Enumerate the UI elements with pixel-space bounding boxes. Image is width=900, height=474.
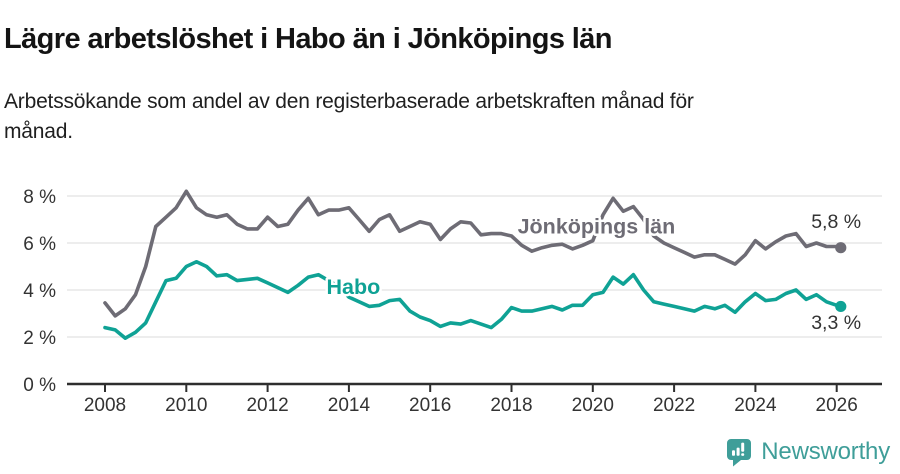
series-end-value-label: 3,3 % <box>811 312 861 334</box>
y-tick-label: 6 % <box>23 234 56 255</box>
x-tick-label: 2024 <box>734 395 777 416</box>
y-tick-label: 0 % <box>23 375 56 396</box>
x-tick-label: 2026 <box>816 395 858 416</box>
x-tick-label: 2008 <box>84 395 126 416</box>
series-line-habo <box>103 259 843 341</box>
x-tick-label: 2016 <box>409 395 451 416</box>
x-tick-label: 2018 <box>490 395 532 416</box>
series-end-value-label: 5,8 % <box>811 211 861 233</box>
x-tick-label: 2012 <box>246 395 288 416</box>
y-tick-label: 4 % <box>23 281 56 302</box>
newsworthy-chart-bubble-icon <box>727 439 752 467</box>
brand-wordmark: Newsworthy <box>761 438 890 465</box>
newsworthy-branding: Newsworthy <box>724 437 890 467</box>
series-inline-label: Jönköpings län <box>518 215 676 239</box>
x-tick-label: 2020 <box>572 395 614 416</box>
y-tick-label: 2 % <box>23 328 56 349</box>
series-end-dot <box>835 300 847 313</box>
y-tick-label: 8 % <box>23 187 56 208</box>
chart-subtitle: Arbetssökande som andel av den registerb… <box>4 90 694 143</box>
page-title: Lägre arbetslöshet i Habo än i Jönköping… <box>4 23 613 56</box>
x-tick-label: 2022 <box>653 395 695 416</box>
x-tick-label: 2010 <box>165 395 207 416</box>
x-tick-label: 2014 <box>328 395 371 416</box>
series-end-dot <box>835 242 847 254</box>
series-line-j-nk-pings-l-n <box>103 189 843 318</box>
series-inline-label: Habo <box>327 275 381 299</box>
